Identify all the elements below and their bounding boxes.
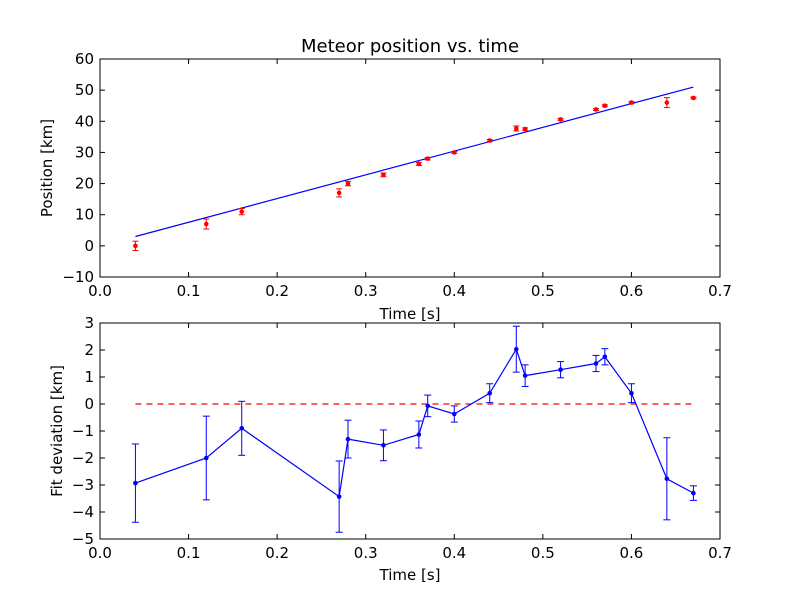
- x-tick-label: 0.6: [619, 544, 643, 562]
- data-point: [239, 209, 245, 214]
- data-point: [487, 138, 493, 143]
- x-axis-label: Time [s]: [379, 566, 441, 584]
- y-tick-label: 0: [84, 237, 94, 255]
- y-tick-label: 10: [75, 206, 94, 224]
- plot-frame: [99, 58, 721, 278]
- y-tick-label: −2: [72, 449, 94, 467]
- y-tick-label: 60: [75, 50, 94, 68]
- data-point: [203, 455, 209, 461]
- x-axis-label: Time [s]: [379, 305, 441, 323]
- x-tick-label: 0.2: [265, 282, 289, 300]
- y-axis-label: Position [km]: [38, 119, 56, 217]
- data-point: [691, 490, 696, 496]
- y-tick-label: 3: [84, 314, 94, 332]
- y-tick-label: 0: [84, 395, 94, 413]
- fit-line: [135, 86, 694, 238]
- data-point: [336, 494, 342, 499]
- data-marks: [131, 325, 697, 533]
- data-point: [593, 107, 599, 112]
- data-point: [629, 390, 634, 396]
- x-tick-label: 0.4: [442, 544, 466, 562]
- data-point: [522, 126, 528, 132]
- x-tick-label: 0.5: [531, 282, 555, 300]
- data-point: [593, 361, 599, 366]
- y-tick-label: −5: [72, 530, 94, 548]
- x-tick-label: 0.2: [265, 544, 289, 562]
- data-point: [133, 480, 138, 486]
- data-point: [558, 117, 563, 122]
- data-marks: [132, 86, 697, 252]
- series-line: [135, 347, 694, 498]
- data-point: [133, 243, 138, 249]
- data-point: [345, 436, 351, 442]
- deviation-chart: Time [s] Fit deviation [km] 0.0 0.1 0.2 0.3…: [48, 314, 732, 584]
- tick-group: 0.0 0.1 0.2 0.3 0.4 0.5 0.6 0.7 −10 0 10 20 30 40 50 60: [62, 50, 732, 300]
- chart-title: Meteor position vs. time: [301, 36, 519, 57]
- data-point: [416, 161, 422, 167]
- y-tick-label: −1: [72, 422, 94, 440]
- x-tick-label: 0.7: [708, 282, 732, 300]
- data-point: [522, 373, 528, 378]
- x-tick-label: 0.6: [619, 282, 643, 300]
- data-point: [416, 432, 422, 437]
- data-point: [425, 156, 431, 161]
- y-tick-label: −3: [72, 476, 94, 494]
- data-point: [602, 354, 608, 360]
- y-axis-label: Fit deviation [km]: [48, 365, 66, 497]
- data-point: [451, 150, 457, 155]
- y-tick-label: 2: [84, 341, 94, 359]
- y-tick-label: 1: [84, 368, 94, 386]
- x-tick-label: 0.3: [354, 282, 378, 300]
- data-point: [602, 103, 608, 109]
- y-tick-label: −10: [62, 268, 94, 286]
- data-point: [203, 221, 209, 227]
- x-tick-label: 0.3: [354, 544, 378, 562]
- data-point: [513, 126, 519, 131]
- x-tick-label: 0.4: [442, 282, 466, 300]
- data-point: [336, 190, 342, 196]
- data-point: [345, 181, 351, 186]
- data-point: [451, 411, 457, 417]
- data-point: [513, 346, 519, 352]
- data-point: [487, 390, 493, 396]
- plot-frame: [99, 322, 721, 540]
- x-tick-label: 0.7: [708, 544, 732, 562]
- y-tick-label: 40: [75, 112, 94, 130]
- y-tick-label: 50: [75, 81, 94, 99]
- y-tick-label: 30: [75, 143, 94, 161]
- data-point: [664, 476, 670, 482]
- data-point: [381, 172, 386, 178]
- data-point: [425, 403, 431, 409]
- x-tick-label: 0.0: [88, 544, 112, 562]
- data-point: [691, 95, 696, 101]
- data-point: [239, 426, 245, 431]
- position-chart: Meteor position vs. time Time [s] Positi…: [38, 36, 732, 323]
- data-point: [629, 100, 634, 105]
- y-tick-label: 20: [75, 175, 94, 193]
- y-tick-label: −4: [72, 503, 94, 521]
- data-point: [381, 443, 386, 448]
- x-tick-label: 0.1: [177, 544, 201, 562]
- x-tick-label: 0.5: [531, 544, 555, 562]
- x-tick-label: 0.0: [88, 282, 112, 300]
- x-tick-label: 0.1: [177, 282, 201, 300]
- data-point: [558, 367, 563, 373]
- data-point: [664, 100, 670, 105]
